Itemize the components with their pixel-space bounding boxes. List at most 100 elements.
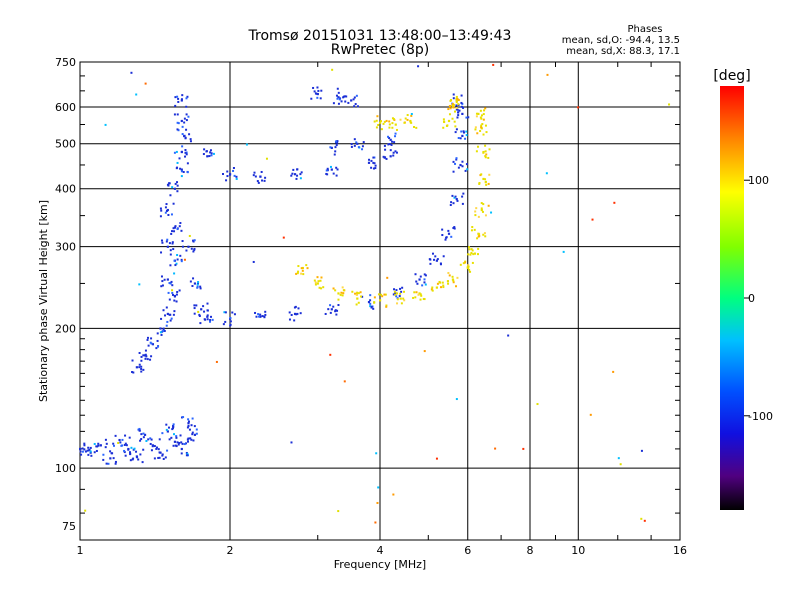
data-point bbox=[317, 89, 320, 92]
data-point bbox=[470, 229, 473, 232]
data-point bbox=[414, 273, 417, 276]
data-point bbox=[293, 306, 296, 309]
data-point bbox=[226, 170, 229, 173]
data-point bbox=[164, 314, 167, 317]
data-point bbox=[436, 282, 439, 285]
data-point bbox=[457, 111, 460, 114]
data-point bbox=[123, 444, 126, 447]
data-point bbox=[171, 428, 174, 431]
data-point bbox=[380, 128, 383, 131]
data-point bbox=[301, 266, 305, 270]
x-tick-label: 10 bbox=[571, 544, 585, 557]
data-point bbox=[163, 329, 166, 332]
data-point bbox=[476, 145, 479, 148]
data-point bbox=[476, 253, 479, 256]
data-point bbox=[402, 297, 405, 300]
data-point bbox=[161, 241, 164, 244]
noise-point bbox=[252, 260, 255, 263]
data-point bbox=[370, 166, 373, 169]
data-point bbox=[169, 253, 172, 256]
data-point bbox=[176, 113, 179, 116]
data-point bbox=[481, 123, 484, 126]
data-point bbox=[458, 109, 461, 112]
noise-point bbox=[617, 457, 620, 460]
data-point bbox=[354, 103, 357, 106]
data-point bbox=[131, 371, 134, 374]
data-point bbox=[172, 425, 175, 428]
colorbar-tick-label: 0 bbox=[748, 292, 755, 305]
data-point bbox=[440, 286, 443, 289]
data-point bbox=[454, 162, 457, 165]
data-point bbox=[259, 313, 262, 316]
data-point bbox=[130, 446, 133, 449]
y-tick-label: 500 bbox=[55, 138, 76, 151]
data-point bbox=[445, 236, 448, 239]
data-point bbox=[177, 97, 180, 100]
data-point bbox=[295, 272, 298, 275]
data-point bbox=[449, 204, 452, 207]
data-point bbox=[464, 137, 467, 140]
data-point bbox=[454, 110, 457, 113]
data-point bbox=[431, 289, 434, 292]
data-point bbox=[454, 195, 457, 198]
data-point bbox=[181, 442, 184, 445]
data-point bbox=[292, 168, 295, 171]
data-point bbox=[340, 291, 343, 294]
data-point bbox=[372, 161, 375, 164]
data-point bbox=[177, 129, 180, 132]
data-point bbox=[403, 121, 406, 124]
data-point bbox=[253, 171, 256, 174]
data-point bbox=[146, 338, 149, 341]
data-point bbox=[166, 320, 169, 323]
data-point bbox=[263, 179, 266, 182]
data-point bbox=[149, 358, 152, 361]
data-point bbox=[173, 433, 176, 436]
noise-point bbox=[144, 82, 147, 85]
data-point bbox=[318, 286, 321, 289]
data-point bbox=[301, 269, 304, 272]
noise-point bbox=[331, 68, 334, 71]
noise-point bbox=[452, 160, 455, 163]
data-point bbox=[90, 454, 93, 457]
data-point bbox=[147, 344, 150, 347]
data-point bbox=[156, 332, 159, 335]
data-point bbox=[142, 448, 145, 451]
data-point bbox=[172, 423, 175, 426]
data-point bbox=[484, 178, 487, 181]
data-point bbox=[209, 151, 212, 154]
data-point bbox=[186, 454, 189, 457]
data-point bbox=[140, 355, 143, 358]
data-point bbox=[168, 438, 171, 441]
data-point bbox=[105, 462, 108, 465]
data-point bbox=[484, 107, 487, 110]
data-point bbox=[191, 417, 194, 420]
data-point bbox=[127, 448, 130, 451]
data-point bbox=[149, 442, 152, 445]
data-point bbox=[210, 154, 213, 157]
data-point bbox=[388, 143, 391, 146]
data-point bbox=[132, 371, 135, 374]
data-point bbox=[452, 281, 455, 284]
data-point bbox=[461, 202, 464, 205]
data-point bbox=[188, 428, 191, 431]
data-point bbox=[181, 240, 184, 243]
data-point bbox=[109, 450, 112, 453]
colorbar-tick-label: 100 bbox=[748, 174, 769, 187]
phases-x-stats: mean, sd,X: 88.3, 17.1 bbox=[566, 46, 680, 57]
data-point bbox=[419, 298, 422, 301]
data-point bbox=[174, 225, 177, 228]
data-point bbox=[197, 282, 200, 285]
data-point bbox=[233, 313, 236, 316]
data-point bbox=[175, 262, 178, 265]
data-point bbox=[316, 276, 319, 279]
data-point bbox=[180, 150, 183, 153]
data-point bbox=[225, 179, 228, 182]
data-point bbox=[316, 96, 319, 99]
data-point bbox=[199, 287, 202, 290]
data-point bbox=[418, 278, 421, 281]
data-point bbox=[477, 215, 480, 218]
data-point bbox=[372, 156, 375, 159]
data-point bbox=[210, 315, 213, 318]
noise-point bbox=[423, 350, 426, 353]
data-point bbox=[487, 204, 490, 207]
